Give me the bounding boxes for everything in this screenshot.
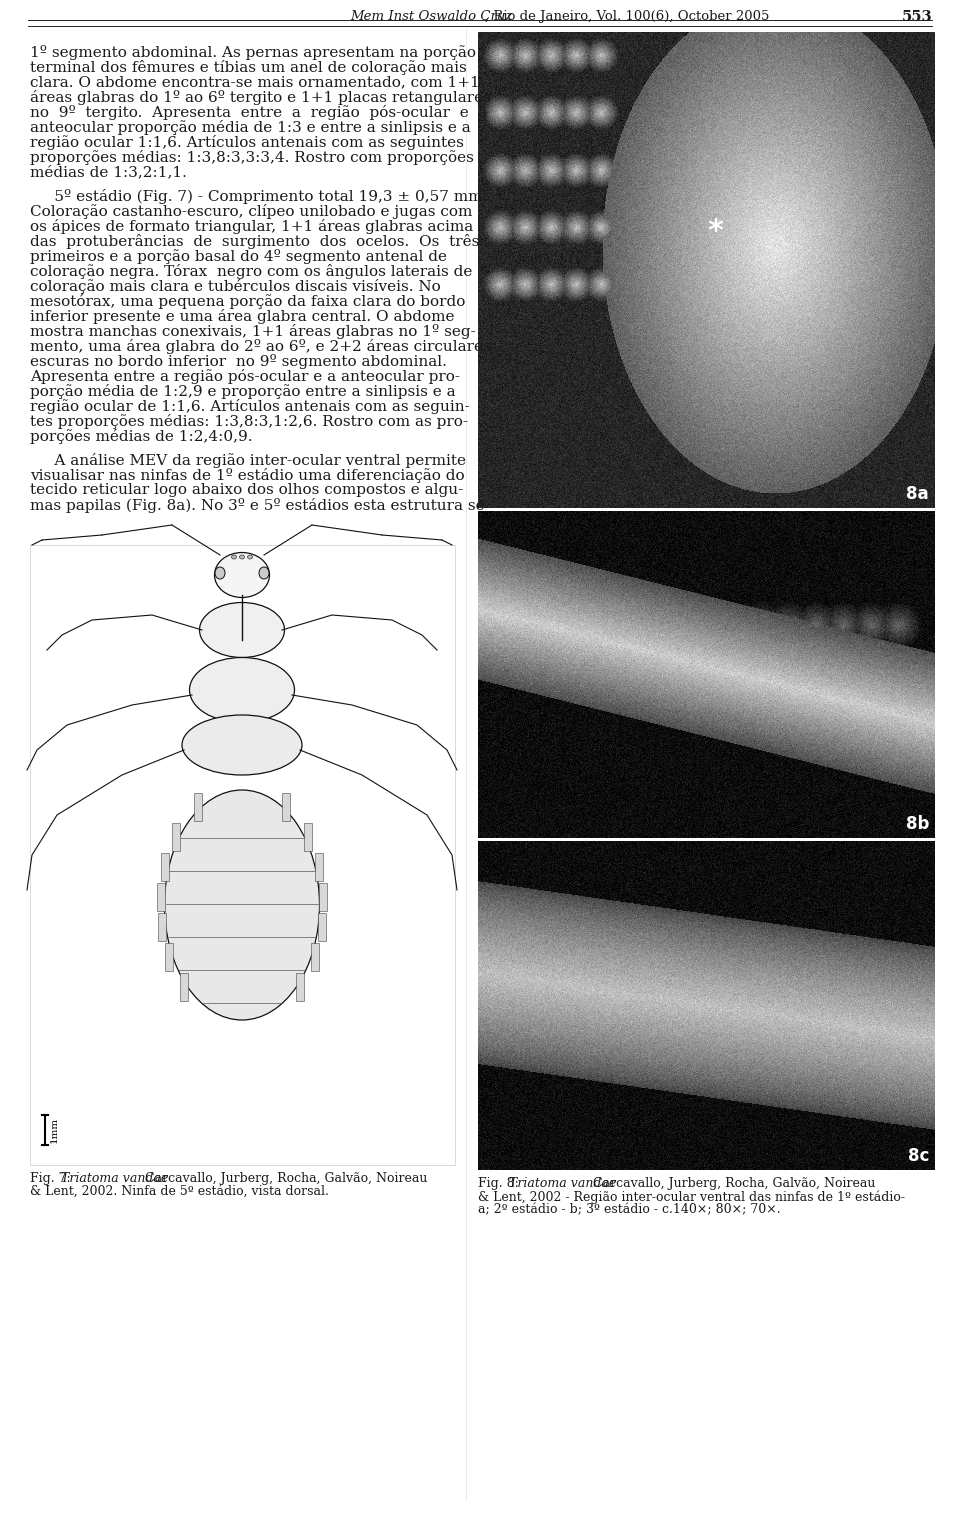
Bar: [315, 853, 323, 880]
Text: Apresenta entre a região pós-ocular e a anteocular pro-: Apresenta entre a região pós-ocular e a …: [30, 369, 460, 384]
Text: região ocular 1:1,6. Artículos antenais com as seguintes: região ocular 1:1,6. Artículos antenais …: [30, 136, 464, 149]
Text: inferior presente e uma área glabra central. O abdome: inferior presente e uma área glabra cent…: [30, 309, 454, 324]
Text: primeiros e a porção basal do 4º segmento antenal de: primeiros e a porção basal do 4º segment…: [30, 248, 447, 263]
Text: mas papilas (Fig. 8a). No 3º e 5º estádios esta estrutura se: mas papilas (Fig. 8a). No 3º e 5º estádi…: [30, 498, 485, 513]
Ellipse shape: [200, 603, 284, 658]
Ellipse shape: [164, 790, 320, 1020]
Text: Carcavallo, Jurberg, Rocha, Galvão, Noireau: Carcavallo, Jurberg, Rocha, Galvão, Noir…: [141, 1173, 427, 1185]
Text: os ápices de formato triangular, 1+1 áreas glabras acima: os ápices de formato triangular, 1+1 áre…: [30, 219, 473, 235]
Text: 8b: 8b: [905, 815, 929, 833]
Ellipse shape: [182, 714, 302, 775]
Text: 8c: 8c: [907, 1147, 929, 1165]
Text: clara. O abdome encontra-se mais ornamentado, com 1+1: clara. O abdome encontra-se mais ornamen…: [30, 75, 480, 88]
Text: coloração negra. Tórax  negro com os ângulos laterais de: coloração negra. Tórax negro com os ângu…: [30, 263, 472, 279]
Text: A análise MEV da região inter-ocular ventral permite: A análise MEV da região inter-ocular ven…: [30, 452, 466, 468]
Text: Carcavallo, Jurberg, Rocha, Galvão, Noireau: Carcavallo, Jurberg, Rocha, Galvão, Noir…: [589, 1177, 876, 1189]
Bar: [311, 943, 319, 972]
Bar: [304, 822, 312, 851]
Text: porção média de 1:2,9 e proporção entre a sinlipsis e a: porção média de 1:2,9 e proporção entre …: [30, 384, 456, 399]
Text: 8a: 8a: [906, 484, 929, 503]
Text: proporções médias: 1:3,8:3,3:3,4. Rostro com proporções: proporções médias: 1:3,8:3,3:3,4. Rostro…: [30, 149, 474, 164]
Text: tes proporções médias: 1:3,8:3,1:2,6. Rostro com as pro-: tes proporções médias: 1:3,8:3,1:2,6. Ro…: [30, 414, 468, 429]
Text: a; 2º estádio - b; 3º estádio - c.140×; 80×; 70×.: a; 2º estádio - b; 3º estádio - c.140×; …: [478, 1203, 780, 1215]
Ellipse shape: [189, 658, 295, 722]
Text: 5º estádio (Fig. 7) - Comprimento total 19,3 ± 0,57 mm.: 5º estádio (Fig. 7) - Comprimento total …: [30, 189, 488, 204]
Text: mesotórax, uma pequena porção da faixa clara do bordo: mesotórax, uma pequena porção da faixa c…: [30, 294, 466, 309]
Ellipse shape: [259, 567, 269, 579]
Ellipse shape: [214, 553, 270, 597]
Text: & Lent, 2002 - Região inter-ocular ventral das ninfas de 1º estádio-: & Lent, 2002 - Região inter-ocular ventr…: [478, 1189, 905, 1203]
Text: 1mm: 1mm: [50, 1116, 59, 1144]
Ellipse shape: [239, 554, 245, 559]
Text: no  9º  tergito.  Apresenta  entre  a  região  pós-ocular  e  a: no 9º tergito. Apresenta entre a região …: [30, 105, 488, 120]
Text: áreas glabras do 1º ao 6º tergito e 1+1 placas retangulares: áreas glabras do 1º ao 6º tergito e 1+1 …: [30, 90, 491, 105]
Text: 1º segmento abdominal. As pernas apresentam na porção: 1º segmento abdominal. As pernas apresen…: [30, 46, 476, 59]
Text: mostra manchas conexivais, 1+1 áreas glabras no 1º seg-: mostra manchas conexivais, 1+1 áreas gla…: [30, 324, 476, 340]
Text: região ocular de 1:1,6. Artículos antenais com as seguin-: região ocular de 1:1,6. Artículos antena…: [30, 399, 469, 414]
Text: anteocular proporção média de 1:3 e entre a sinlipsis e a: anteocular proporção média de 1:3 e entr…: [30, 120, 470, 136]
Text: , Rio de Janeiro, Vol. 100(6), October 2005: , Rio de Janeiro, Vol. 100(6), October 2…: [485, 11, 769, 23]
Text: Mem Inst Oswaldo Cruz: Mem Inst Oswaldo Cruz: [350, 11, 513, 23]
Text: escuras no bordo inferior  no 9º segmento abdominal.: escuras no bordo inferior no 9º segmento…: [30, 353, 446, 369]
Text: & Lent, 2002. Ninfa de 5º estádio, vista dorsal.: & Lent, 2002. Ninfa de 5º estádio, vista…: [30, 1185, 329, 1199]
Text: mento, uma área glabra do 2º ao 6º, e 2+2 áreas circulares: mento, uma área glabra do 2º ao 6º, e 2+…: [30, 340, 491, 353]
Bar: [157, 883, 165, 911]
Bar: [282, 793, 290, 821]
Text: *: *: [708, 218, 724, 247]
Text: Coloração castanho-escuro, clípeo unilobado e jugas com: Coloração castanho-escuro, clípeo unilob…: [30, 204, 472, 219]
Text: terminal dos fêmures e tíbias um anel de coloração mais: terminal dos fêmures e tíbias um anel de…: [30, 59, 467, 75]
Bar: [318, 912, 326, 941]
Text: coloração mais clara e tubérculos discais visíveis. No: coloração mais clara e tubérculos discai…: [30, 279, 441, 294]
Bar: [165, 943, 173, 972]
Text: tecido reticular logo abaixo dos olhos compostos e algu-: tecido reticular logo abaixo dos olhos c…: [30, 483, 464, 496]
Text: visualisar nas ninfas de 1º estádio uma diferenciação do: visualisar nas ninfas de 1º estádio uma …: [30, 468, 465, 483]
Ellipse shape: [248, 554, 252, 559]
Bar: [172, 822, 180, 851]
Ellipse shape: [215, 567, 225, 579]
Text: porções médias de 1:2,4:0,9.: porções médias de 1:2,4:0,9.: [30, 429, 252, 445]
Text: médias de 1:3,2:1,1.: médias de 1:3,2:1,1.: [30, 164, 187, 180]
Text: 553: 553: [901, 11, 932, 24]
Text: Triatoma vandae: Triatoma vandae: [509, 1177, 616, 1189]
Ellipse shape: [231, 554, 236, 559]
Text: das  protuberâncias  de  surgimento  dos  ocelos.  Os  três: das protuberâncias de surgimento dos oce…: [30, 235, 479, 248]
Text: Fig. 7:: Fig. 7:: [30, 1173, 75, 1185]
Bar: [319, 883, 327, 911]
Bar: [296, 973, 304, 1001]
Text: Fig. 8:: Fig. 8:: [478, 1177, 523, 1189]
Text: Triatoma vandae: Triatoma vandae: [61, 1173, 168, 1185]
Bar: [161, 853, 169, 880]
Bar: [180, 973, 188, 1001]
Bar: [194, 793, 202, 821]
Bar: [30, 545, 455, 1165]
Bar: [158, 912, 166, 941]
